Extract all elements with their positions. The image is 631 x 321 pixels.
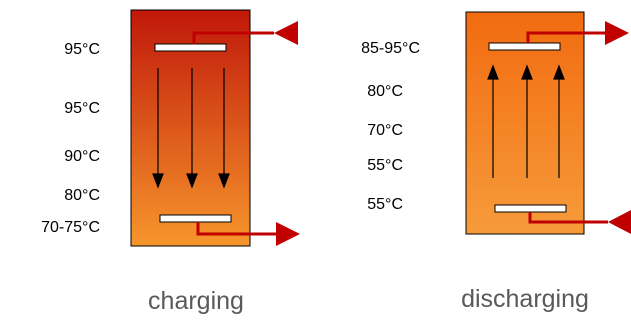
charging-caption: charging — [148, 287, 244, 315]
charging-inlet-pipe — [192, 31, 274, 44]
charging-temp-5: 70-75°C — [41, 219, 100, 236]
discharging-outlet-pipe — [526, 31, 605, 43]
discharging-inlet-pipe — [528, 212, 608, 224]
charging-panel: 95°C 95°C 90°C 80°C 70-75°C charging — [41, 9, 300, 315]
flow-arrow-head — [152, 173, 164, 189]
flow-arrow-head — [487, 64, 499, 80]
charging-outlet-pipe — [196, 222, 276, 236]
discharging-temp-3: 70°C — [367, 122, 403, 139]
charging-top-diffuser — [154, 43, 227, 52]
charging-temp-1: 95°C — [64, 41, 100, 58]
discharging-temp-4: 55°C — [367, 157, 403, 174]
discharging-temp-5: 55°C — [367, 196, 403, 213]
discharging-top-diffuser — [488, 42, 561, 51]
discharging-outlet-arrowhead — [605, 21, 629, 45]
flow-arrow-head — [553, 64, 565, 80]
charging-temp-4: 80°C — [64, 187, 100, 204]
charging-inlet-arrowhead — [274, 21, 298, 45]
charging-bottom-diffuser — [159, 214, 232, 223]
discharging-flow-arrows — [487, 64, 565, 178]
charging-flow-arrows — [152, 68, 230, 189]
charging-temp-2: 95°C — [64, 100, 100, 117]
discharging-inlet-arrowhead — [608, 210, 631, 234]
discharging-caption: discharging — [461, 285, 589, 313]
flow-arrow-head — [186, 173, 198, 189]
flow-arrow-head — [218, 173, 230, 189]
discharging-temp-1: 85-95°C — [361, 40, 420, 57]
discharging-bottom-diffuser — [494, 204, 567, 213]
discharging-panel: 85-95°C 80°C 70°C 55°C 55°C discharging — [361, 11, 631, 313]
flow-arrow-head — [521, 64, 533, 80]
charging-temp-3: 90°C — [64, 148, 100, 165]
charging-outlet-arrowhead — [276, 222, 300, 246]
discharging-temp-2: 80°C — [367, 83, 403, 100]
